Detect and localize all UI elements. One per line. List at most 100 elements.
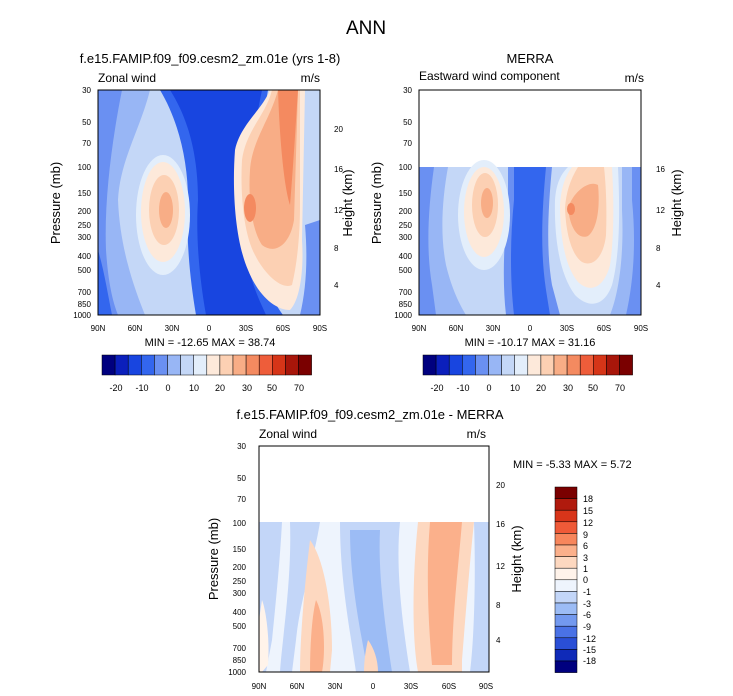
colorbar-label: -6	[583, 610, 591, 620]
colorbar-swatch	[554, 591, 578, 604]
panel-model: f.e15.FAMIP.f09_f09.cesm2_zm.01e (yrs 1-…	[48, 51, 355, 393]
colorbar-swatch	[272, 354, 286, 376]
y-axis-ticks: 30 50 70 100 150 200 250 300 400 500 700…	[228, 442, 246, 677]
colorbar-swatch	[206, 354, 221, 376]
anomaly-neg-center-core	[350, 530, 392, 672]
colorbar-swatch	[554, 498, 578, 511]
y2-tick: 12	[656, 206, 665, 215]
colorbar-swatch	[101, 354, 116, 376]
colorbar-swatch	[127, 354, 142, 376]
anomaly-pos-right-core	[427, 522, 462, 665]
panel-difference: f.e15.FAMIP.f09_f09.cesm2_zm.01e - MERRA…	[206, 407, 632, 691]
x-tick: 60S	[276, 324, 290, 333]
y-axis-label: Pressure (mb)	[369, 162, 384, 244]
colorbar	[422, 354, 633, 376]
colorbar-label: 30	[242, 383, 252, 393]
colorbar-swatch	[554, 533, 578, 546]
y-tick: 70	[237, 495, 246, 504]
x-tick: 90S	[634, 324, 648, 333]
y-tick: 700	[233, 644, 247, 653]
y-tick: 700	[399, 288, 413, 297]
contour-band-blue-edge	[98, 250, 112, 315]
colorbar-labels: 18 15 12 9 6 3 1 0 -1 -3 -6 -9 -12 -15 -…	[583, 494, 596, 666]
y-tick: 250	[78, 221, 92, 230]
contour-field	[259, 446, 489, 672]
colorbar-swatch	[540, 354, 555, 376]
y-tick: 50	[237, 474, 246, 483]
y-tick: 100	[78, 163, 92, 172]
y-tick: 700	[78, 288, 92, 297]
y2-tick: 8	[496, 601, 501, 610]
colorbar	[101, 354, 312, 376]
colorbar-swatch	[462, 354, 476, 376]
colorbar-label: -12	[583, 634, 596, 644]
colorbar-swatch	[553, 354, 568, 376]
colorbar-label: -3	[583, 599, 591, 609]
missing-data-region	[419, 90, 641, 167]
colorbar-swatch	[527, 354, 542, 376]
y-tick: 30	[82, 86, 91, 95]
y-tick: 250	[233, 577, 247, 586]
colorbar-swatch	[579, 354, 594, 376]
x-tick: 90N	[252, 682, 267, 691]
y-axis-ticks: 30 50 70 100 150 200 250 300 400 500 700…	[394, 86, 412, 320]
x-axis-ticks: 90N 60N 30N 0 30S 60S 90S	[252, 682, 493, 691]
contour-band-blue-left	[98, 90, 122, 315]
colorbar-labels: -20 -10 0 10 20 30 50 70	[109, 383, 304, 393]
colorbar-label: 3	[583, 553, 588, 563]
colorbar-swatch	[219, 354, 234, 376]
plot-frame	[258, 445, 490, 673]
min-max-stats: MIN = -10.17 MAX = 31.16	[465, 337, 596, 349]
x-tick: 60N	[290, 682, 305, 691]
y-axis-label: Pressure (mb)	[206, 518, 221, 600]
colorbar-swatch	[554, 614, 578, 627]
units-label: m/s	[625, 71, 644, 85]
y-tick: 300	[233, 589, 247, 598]
colorbar-label: -1	[583, 587, 591, 597]
colorbar-swatch	[501, 354, 515, 376]
colorbar-label: 10	[189, 383, 199, 393]
y2-tick: 20	[496, 481, 505, 490]
units-label: m/s	[467, 427, 486, 441]
colorbar-label: -15	[583, 645, 596, 655]
colorbar-swatch	[554, 567, 578, 581]
x-tick: 90N	[91, 324, 106, 333]
y2-tick: 4	[496, 636, 501, 645]
missing-data-region	[259, 446, 489, 522]
colorbar-swatch	[435, 354, 450, 376]
y-tick: 150	[399, 189, 413, 198]
y-tick: 500	[399, 266, 413, 275]
colorbar-label: -10	[456, 383, 469, 393]
anomaly-left-pos-small	[259, 600, 269, 672]
y2-tick: 4	[334, 281, 339, 290]
colorbar-swatch	[154, 354, 168, 376]
plot-frame	[97, 89, 321, 316]
y2-axis-ticks: 16 12 8 4	[656, 165, 665, 290]
colorbar-swatch	[554, 625, 578, 639]
y-tick: 70	[403, 139, 412, 148]
y-tick: 200	[399, 207, 413, 216]
colorbar-label: 0	[165, 383, 170, 393]
x-tick: 0	[207, 324, 212, 333]
y-tick: 50	[82, 118, 91, 127]
colorbar-label: -18	[583, 656, 596, 666]
colorbar-swatch	[114, 354, 129, 376]
jet-right-core	[278, 90, 298, 205]
colorbar-swatch	[593, 354, 607, 376]
colorbar-label: 9	[583, 530, 588, 540]
y2-tick: 4	[656, 281, 661, 290]
y2-tick: 8	[334, 244, 339, 253]
colorbar-vertical	[554, 486, 578, 673]
y-tick: 50	[403, 118, 412, 127]
y-tick: 500	[78, 266, 92, 275]
colorbar-label: -20	[430, 383, 443, 393]
colorbar-label: 70	[615, 383, 625, 393]
x-tick: 90S	[479, 682, 493, 691]
contour-field	[98, 90, 320, 315]
x-tick: 30S	[560, 324, 574, 333]
contour-band-dark-blue-center	[511, 167, 550, 315]
y-tick: 850	[233, 656, 247, 665]
colorbar-swatch	[167, 354, 181, 376]
jet-left-core	[159, 192, 173, 228]
